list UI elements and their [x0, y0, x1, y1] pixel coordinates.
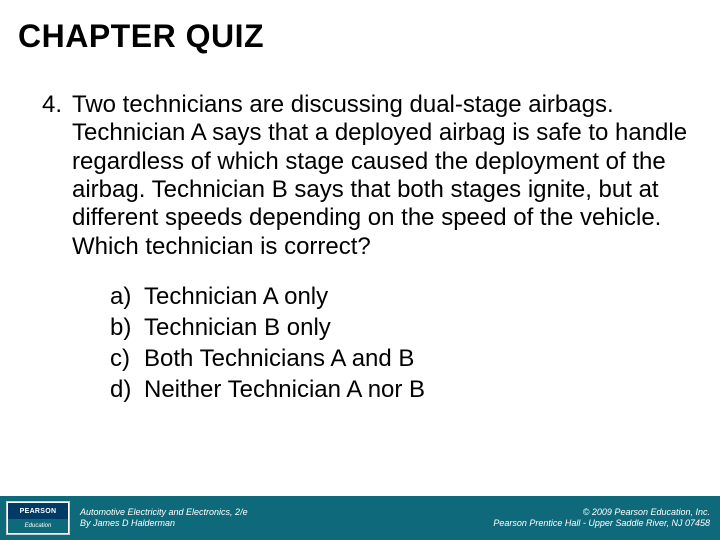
option-text: Technician B only — [144, 312, 331, 343]
author-line: By James D Halderman — [80, 518, 248, 529]
copyright-line: © 2009 Pearson Education, Inc. — [493, 507, 710, 518]
option-c: c) Both Technicians A and B — [110, 343, 690, 374]
question-row: 4. Two technicians are discussing dual-s… — [30, 91, 690, 261]
logo-top-text: PEARSON — [8, 503, 68, 519]
book-title: Automotive Electricity and Electronics, … — [80, 507, 248, 518]
option-a: a) Technician A only — [110, 281, 690, 312]
footer-bar: PEARSON Education Automotive Electricity… — [0, 496, 720, 540]
content-area: 4. Two technicians are discussing dual-s… — [0, 55, 720, 406]
option-b: b) Technician B only — [110, 312, 690, 343]
address-line: Pearson Prentice Hall - Upper Saddle Riv… — [493, 518, 710, 529]
option-text: Both Technicians A and B — [144, 343, 414, 374]
option-letter: d) — [110, 374, 144, 405]
footer-right: © 2009 Pearson Education, Inc. Pearson P… — [493, 507, 710, 530]
option-letter: c) — [110, 343, 144, 374]
question-number: 4. — [30, 91, 72, 119]
footer-left: Automotive Electricity and Electronics, … — [80, 507, 248, 530]
option-text: Neither Technician A nor B — [144, 374, 425, 405]
option-d: d) Neither Technician A nor B — [110, 374, 690, 405]
logo-bottom-text: Education — [8, 519, 68, 533]
option-text: Technician A only — [144, 281, 328, 312]
options-list: a) Technician A only b) Technician B onl… — [30, 281, 690, 406]
option-letter: b) — [110, 312, 144, 343]
option-letter: a) — [110, 281, 144, 312]
question-text: Two technicians are discussing dual-stag… — [72, 91, 690, 261]
publisher-logo: PEARSON Education — [6, 501, 70, 535]
slide-title: CHAPTER QUIZ — [0, 0, 720, 55]
slide: CHAPTER QUIZ 4. Two technicians are disc… — [0, 0, 720, 540]
